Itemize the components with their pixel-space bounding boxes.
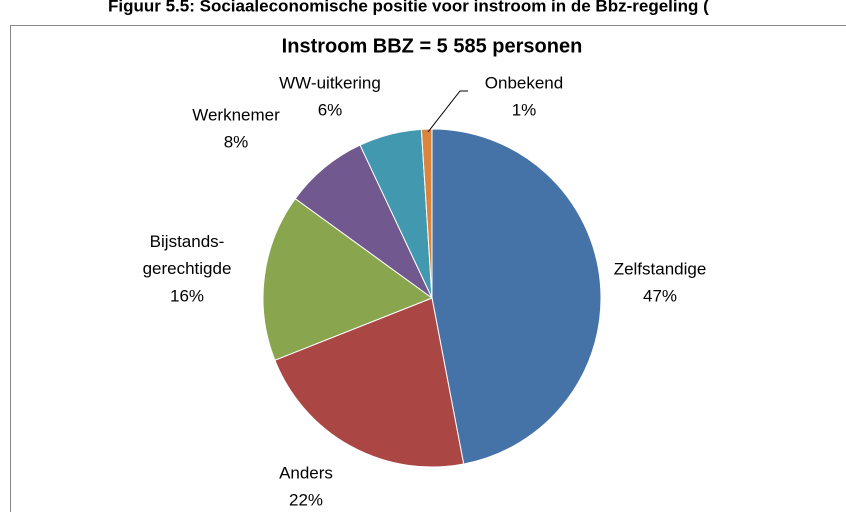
value-label: 8% — [224, 132, 249, 151]
leader-line — [427, 90, 468, 133]
chart-border — [10, 25, 846, 512]
category-label: Bijstands-gerechtigde — [143, 232, 232, 278]
value-label: 1% — [512, 100, 537, 119]
value-label: 47% — [643, 286, 677, 305]
category-label: Onbekend — [485, 73, 563, 92]
pie-slice — [420, 128, 433, 299]
category-label: Anders — [279, 463, 333, 482]
pie — [262, 128, 602, 468]
category-label: Werknemer — [192, 105, 280, 124]
figure-caption: Figuur 5.5: Sociaaleconomische positie v… — [108, 0, 709, 15]
pie-slice — [262, 197, 434, 361]
category-label: Zelfstandige — [614, 259, 707, 278]
labels: Zelfstandige 47% Anders 22% Bijstands-gerech… — [143, 73, 707, 509]
chart-title: Instroom BBZ = 5 585 personen — [282, 35, 583, 57]
value-label: 22% — [289, 490, 323, 509]
pie-slice — [431, 128, 602, 465]
value-label: 16% — [170, 286, 204, 305]
pie-slice — [274, 297, 465, 468]
value-label: 6% — [318, 100, 343, 119]
category-label: WW-uitkering — [279, 73, 381, 92]
